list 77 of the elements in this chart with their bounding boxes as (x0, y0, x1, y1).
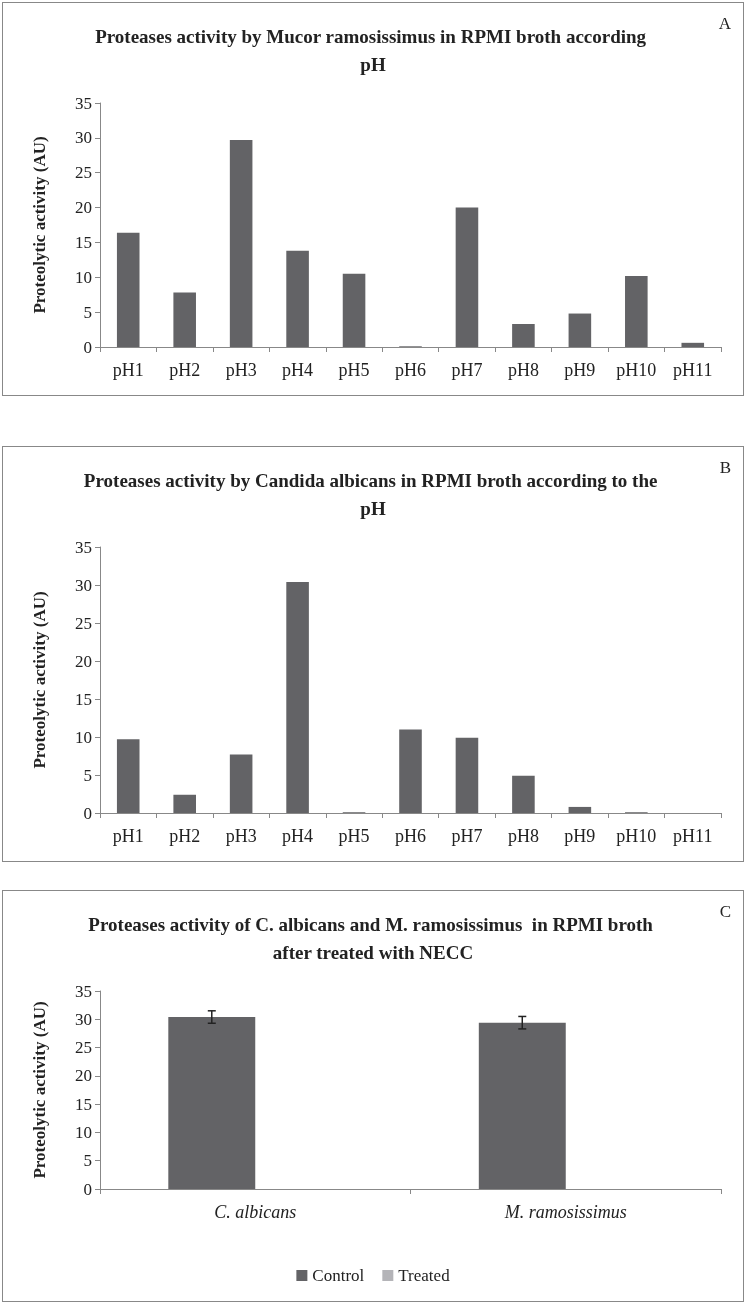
x-tick-label: pH6 (395, 826, 426, 846)
bar (681, 342, 705, 347)
bar (512, 775, 535, 813)
bar (568, 806, 592, 813)
x-tick-label: pH7 (451, 826, 483, 846)
x-tick-label: pH10 (616, 360, 657, 380)
y-tick-label: 10 (75, 727, 92, 747)
x-tick-label: pH11 (673, 826, 713, 846)
bar (116, 232, 140, 347)
x-tick-label: pH8 (507, 360, 539, 380)
y-tick-label: 5 (83, 1151, 92, 1171)
chart-title: Proteases activity by Candida albicans in RPMI broth according to the pH (83, 469, 663, 519)
x-tick-label: pH11 (673, 360, 713, 380)
y-axis-title: Proteolytic activity (AU) (30, 136, 49, 314)
x-tick-label: pH3 (225, 360, 257, 380)
y-tick-label: 20 (75, 1066, 92, 1086)
x-tick-label: pH5 (338, 360, 370, 380)
y-tick-label: 30 (75, 1009, 92, 1029)
y-tick-label: 0 (83, 1179, 92, 1199)
bar (116, 739, 140, 813)
bar (625, 275, 648, 347)
bar (173, 794, 196, 813)
bar (173, 292, 196, 347)
y-tick-label: 15 (75, 1094, 92, 1114)
x-tick-label: pH2 (169, 360, 201, 380)
bar (455, 207, 479, 347)
y-tick-label: 15 (75, 232, 92, 252)
y-tick-label: 25 (75, 1038, 92, 1058)
chart-title: Proteases activity of C. albicans and M. ramosissimus in RPMI broth after treated with NECC (88, 913, 658, 963)
bar (568, 313, 592, 347)
y-tick-label: 5 (83, 302, 92, 322)
x-tick-label: pH1 (112, 360, 144, 380)
x-tick-label: pH7 (451, 360, 483, 380)
y-tick-label: 10 (75, 1122, 92, 1142)
y-tick-label: 25 (75, 163, 92, 183)
x-tick-label: C. albicans (214, 1202, 297, 1222)
x-tick-label: pH9 (564, 826, 596, 846)
y-tick-label: 35 (75, 537, 92, 557)
x-tick-label: M. ramosissimus (503, 1202, 627, 1222)
legend-label: Treated (398, 1266, 451, 1285)
x-tick-label: pH4 (282, 826, 314, 846)
text: C (719, 902, 731, 921)
x-tick-label: pH3 (225, 826, 257, 846)
x-tick-label: pH6 (395, 360, 426, 380)
legend-label: Control (312, 1266, 365, 1285)
text: A (718, 14, 732, 33)
y-tick-label: 20 (75, 198, 92, 218)
bar (455, 737, 479, 813)
x-tick-label: pH8 (507, 826, 539, 846)
y-tick-label: 30 (75, 575, 92, 595)
y-tick-label: 35 (75, 93, 92, 113)
x-tick-label: pH1 (112, 826, 144, 846)
text: B (719, 458, 731, 477)
y-tick-label: 10 (75, 267, 92, 287)
chart-title: Proteases activity by Mucor ramosissimus in RPMI broth according pH (95, 25, 651, 75)
y-tick-label: 0 (83, 803, 92, 823)
y-tick-label: 0 (83, 337, 92, 357)
y-tick-label: 35 (75, 981, 92, 1001)
y-tick-label: 25 (75, 613, 92, 633)
y-tick-label: 15 (75, 689, 92, 709)
bar (229, 754, 253, 813)
y-tick-label: 5 (83, 765, 92, 785)
y-axis-title: Proteolytic activity (AU) (30, 1001, 49, 1179)
bar (399, 729, 422, 813)
y-axis-title: Proteolytic activity (AU) (30, 591, 49, 769)
bar (342, 273, 366, 347)
bar (229, 139, 253, 347)
bar (286, 250, 309, 347)
x-tick-label: pH10 (616, 826, 657, 846)
y-tick-label: 30 (75, 128, 92, 148)
x-tick-label: pH2 (169, 826, 201, 846)
x-tick-label: pH4 (282, 360, 314, 380)
bar (512, 323, 535, 347)
bar (286, 581, 309, 813)
y-tick-label: 20 (75, 651, 92, 671)
x-tick-label: pH9 (564, 360, 596, 380)
x-tick-label: pH5 (338, 826, 370, 846)
